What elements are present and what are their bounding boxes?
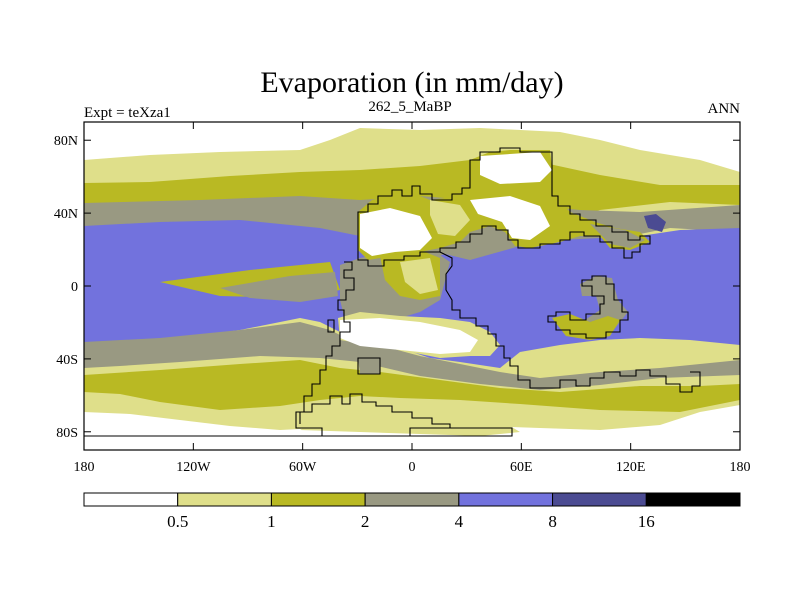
island-coastline-2 bbox=[357, 357, 381, 375]
equatorial-coastline bbox=[439, 251, 701, 393]
east-sea-yellow bbox=[552, 314, 620, 340]
time-label: 262_5_MaBP bbox=[368, 99, 451, 115]
y-tick-label: 40S bbox=[56, 353, 78, 368]
x-tick-label: 60E bbox=[510, 460, 533, 475]
east-sea-coastline bbox=[547, 275, 629, 339]
x-tick-label: 60W bbox=[289, 460, 317, 475]
colorbar-box bbox=[83, 492, 179, 507]
colorbar: 0.5 1 2 4 8 16 bbox=[83, 492, 741, 531]
y-tick-label: 80S bbox=[56, 426, 78, 441]
west-coastline bbox=[84, 261, 513, 437]
colorbar-label: 8 bbox=[548, 512, 557, 531]
plot-title: Evaporation (in mm/day) bbox=[260, 66, 563, 99]
northeast-high-spot bbox=[644, 214, 666, 232]
central-land-light bbox=[400, 258, 438, 294]
x-tick-label: 120E bbox=[616, 460, 646, 475]
southern-continent-low bbox=[340, 318, 478, 354]
south-yellow-band bbox=[84, 360, 740, 412]
colorbar-label: 16 bbox=[638, 512, 655, 531]
northern-continent-low-1 bbox=[360, 208, 432, 256]
x-tick-label: 120W bbox=[176, 460, 211, 475]
colorbar-box bbox=[458, 492, 554, 507]
north-polar-low-region bbox=[84, 122, 740, 172]
season-label: ANN bbox=[708, 101, 741, 117]
colorbar-box bbox=[552, 492, 647, 507]
map-axes: 80N 40N 0 40S 80S 180 120W 60W 0 60E 120E 180 bbox=[54, 122, 751, 475]
x-tick-label: 0 bbox=[409, 460, 416, 475]
east-pacific-tongue-grey bbox=[220, 272, 338, 302]
northern-continent-grey bbox=[590, 224, 645, 248]
colorbar-label: 1 bbox=[267, 512, 276, 531]
y-tick-label: 40N bbox=[54, 207, 78, 222]
colorbar-box bbox=[270, 492, 366, 507]
colorbar-label: 0.5 bbox=[167, 512, 188, 531]
colorbar-box bbox=[645, 492, 741, 507]
evaporation-field bbox=[84, 122, 740, 450]
coastlines bbox=[84, 147, 701, 437]
northern-continent-low-2 bbox=[470, 196, 550, 240]
x-tick-label: 180 bbox=[74, 460, 95, 475]
island-coastline-1 bbox=[327, 319, 335, 333]
southern-continent-grey-patch bbox=[358, 358, 380, 374]
y-tick-label: 0 bbox=[71, 280, 78, 295]
colorbar-label: 4 bbox=[455, 512, 464, 531]
south-grey-band bbox=[84, 322, 740, 390]
southern-continent-interior-coastline bbox=[299, 393, 451, 428]
y-tick-label: 80N bbox=[54, 134, 78, 149]
colorbar-box bbox=[364, 492, 460, 507]
northern-continent-low-3 bbox=[480, 152, 552, 184]
northern-continent-light bbox=[430, 200, 470, 236]
x-tick-label: 180 bbox=[730, 460, 751, 475]
experiment-label: Expt = teXza1 bbox=[84, 105, 171, 121]
colorbar-label: 2 bbox=[361, 512, 370, 531]
northern-coastline bbox=[357, 147, 651, 267]
colorbar-box bbox=[177, 492, 272, 507]
